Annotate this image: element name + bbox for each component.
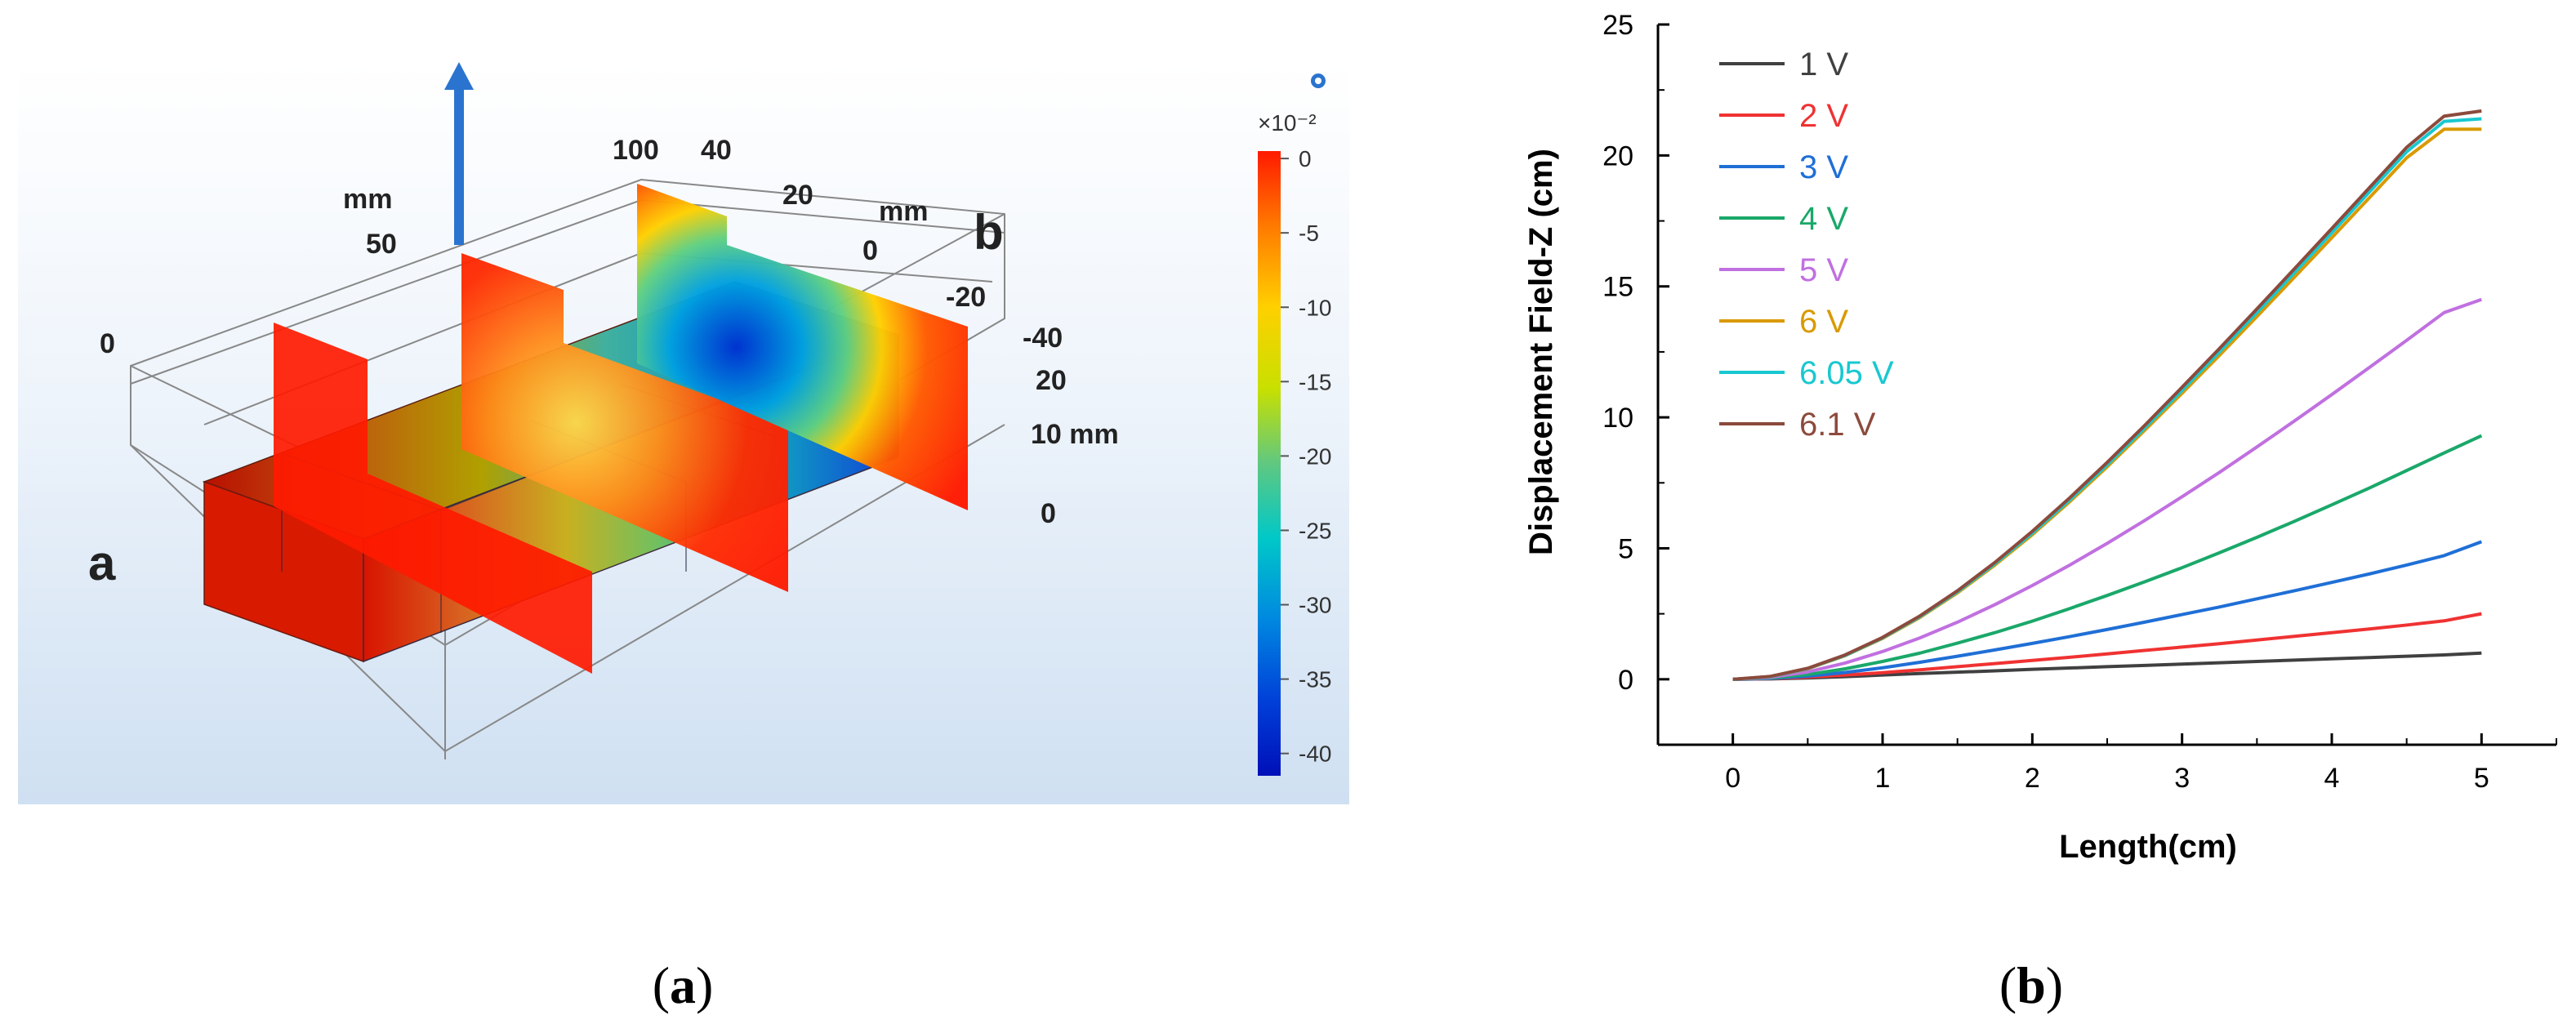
series-line-1-V [1732,651,2482,681]
view-cube-icon [1311,73,1326,88]
label-50: 50 [366,229,397,260]
y-tick-label: 10 [1602,403,1633,434]
label-m40: -40 [1023,323,1063,354]
colorbar-tick-label: -35 [1299,667,1331,692]
colorbar-tick-label: -10 [1299,295,1331,320]
label-a: a [88,536,116,590]
colorbar-tick-label: 0 [1299,146,1312,171]
colorbar-tick-label: -15 [1299,369,1331,394]
panel-a: mm 50 100 40 20 mm 0 -20 -40 0 20 10 mm … [18,61,1349,1014]
colorbar-tick-label: -25 [1299,518,1331,543]
slice-plane-2 [461,253,788,592]
colorbar-exponent: ×10⁻² [1258,110,1317,136]
caption-b: (b) [1999,956,2063,1014]
label-100: 100 [613,135,659,166]
x-tick-label: 3 [2174,763,2190,794]
y-tick-label: 25 [1602,10,1633,41]
slice-plane-1 [274,323,592,674]
legend-label: 4 V [1799,201,1848,237]
series-line-4-V [1732,434,2483,681]
label-20-top: 20 [782,180,813,211]
label-0-left: 0 [100,328,115,359]
displacement-chart: 0 1 2 3 4 5 0 5 10 15 20 25 Length(cm) Displacement F… [1523,10,2557,865]
x-tick-label: 0 [1725,763,1740,794]
colorbar-tick-label: -5 [1299,220,1319,246]
colorbar: ×10⁻² 0 -5 -10 -15 -20 -25 -30 -35 -40 [1258,110,1331,776]
legend-label: 6 V [1799,304,1848,340]
label-mm-right: mm [879,196,928,227]
series-line-2-V [1732,612,2482,681]
x-tick-label: 2 [2025,763,2040,794]
x-tick-label: 4 [2324,763,2340,794]
label-0-bottom: 0 [1041,498,1056,529]
legend-label: 6.1 V [1799,407,1876,443]
label-mm-top: mm [343,184,392,215]
x-axis-label: Length(cm) [2059,829,2237,865]
y-tick-label: 15 [1602,272,1633,303]
series-line-6-1-V [1732,109,2482,681]
label-10mm: 10 mm [1031,419,1119,450]
colorbar-tick-label: -40 [1299,741,1331,767]
series-line-3-V [1732,540,2483,681]
y-tick-label: 5 [1618,533,1633,564]
legend-label: 6.05 V [1799,355,1894,391]
label-b: b [974,205,1004,260]
colorbar-tick-label: -30 [1299,593,1331,618]
label-m20: -20 [946,282,986,313]
legend-label: 2 V [1799,98,1848,134]
slice-plane-3 [637,184,968,510]
label-40-top: 40 [701,135,732,166]
label-20-side: 20 [1036,365,1067,396]
caption-a: (a) [653,956,714,1014]
y-tick-label: 0 [1618,665,1633,696]
y-axis-label: Displacement Field-Z (cm) [1523,149,1559,555]
panel-b: 0 1 2 3 4 5 0 5 10 15 20 25 Length(cm) Displacement F… [1523,10,2557,1014]
colorbar-gradient [1258,151,1281,776]
up-arrow-icon [444,62,474,245]
legend-label: 1 V [1799,47,1848,82]
y-tick-label: 20 [1602,140,1633,171]
series-line-5-V [1732,297,2482,681]
label-0-right: 0 [862,235,878,266]
colorbar-tick-label: -20 [1299,443,1331,469]
legend-label: 3 V [1799,149,1848,185]
legend-label: 5 V [1799,252,1848,288]
x-tick-label: 1 [1875,763,1891,794]
x-tick-label: 5 [2474,763,2489,794]
